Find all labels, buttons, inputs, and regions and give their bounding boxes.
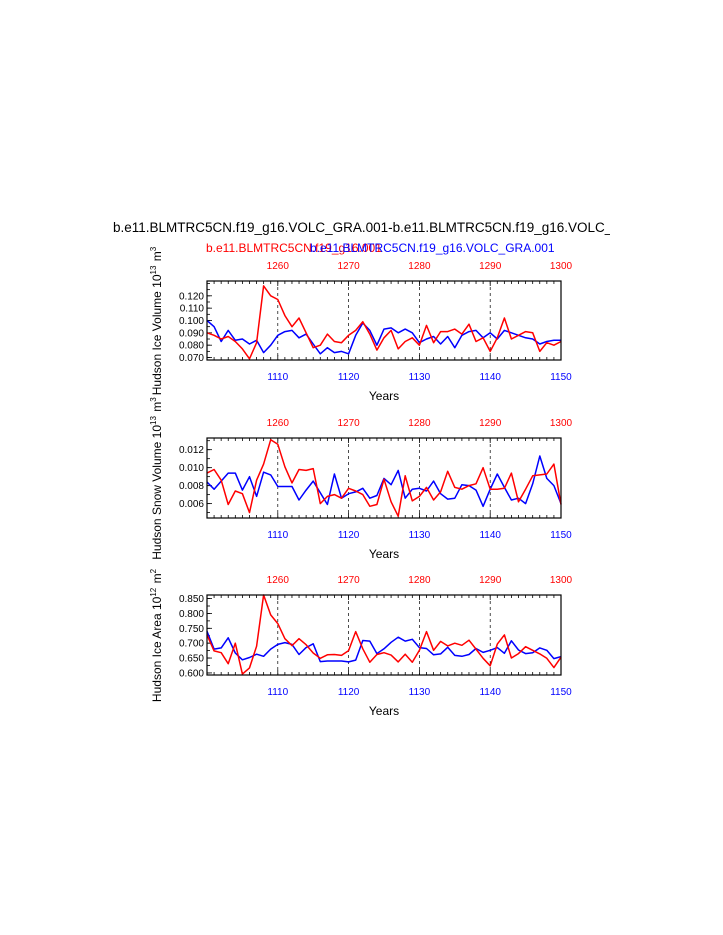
x-tick-label-bottom: 1130 (409, 530, 431, 541)
legend-blue-label: b.e11.BLMTRC5CN.f19_g16.VOLC_GRA.001 (310, 241, 555, 255)
x-tick-label-top: 1270 (337, 261, 360, 272)
y-tick-label: 0.110 (180, 304, 205, 315)
x-tick-label-top: 1280 (408, 575, 431, 586)
x-tick-label-top: 1300 (550, 261, 573, 272)
series-line-red (206, 594, 562, 675)
x-tick-label-top: 1300 (550, 575, 573, 586)
x-tick-label-bottom: 1140 (479, 530, 501, 541)
x-tick-label-top: 1280 (408, 261, 431, 272)
x-tick-label-bottom: 1110 (267, 372, 288, 383)
y-axis-label: Hudson Ice Volume 1013 m3 (149, 246, 164, 395)
y-axis-label: Hudson Snow Volume 1013 m3 (149, 396, 164, 560)
x-tick-label-bottom: 1150 (550, 687, 572, 698)
x-tick-label-bottom: 1110 (267, 530, 288, 541)
y-tick-label: 0.850 (179, 594, 204, 605)
y-tick-label: 0.120 (179, 291, 204, 302)
x-tick-label-top: 1290 (479, 261, 502, 272)
y-tick-label: 0.090 (179, 328, 204, 339)
y-tick-label: 0.600 (179, 668, 204, 679)
y-tick-label: 0.700 (179, 639, 204, 650)
x-tick-label-bottom: 1110 (267, 687, 288, 698)
x-tick-label-top: 1270 (337, 575, 360, 586)
y-tick-label: 0.800 (179, 609, 204, 620)
x-tick-label-bottom: 1130 (409, 687, 431, 698)
y-axis-label: Hudson Ice Area 1012 m2 (149, 568, 164, 702)
x-tick-label-top: 1290 (479, 575, 502, 586)
y-tick-label: 0.650 (179, 654, 204, 665)
series-line-red (206, 439, 562, 517)
x-tick-label-top: 1260 (267, 261, 290, 272)
x-axis-label: Years (369, 704, 399, 718)
series-line-red (206, 285, 562, 360)
main-title: b.e11.BLMTRC5CN.f19_g16.VOLC_GRA.001-b.e… (113, 220, 668, 235)
series-line-blue (206, 455, 562, 508)
y-tick-label: 0.010 (179, 463, 204, 474)
legend-red-label: b.e11.BLMTRC5CN.f19_g16.001 (206, 241, 382, 255)
y-tick-label: 0.012 (179, 445, 204, 456)
x-tick-label-bottom: 1120 (338, 530, 360, 541)
plot-frame (206, 280, 562, 361)
series-line-blue (206, 319, 561, 355)
y-tick-label: 0.070 (179, 353, 204, 364)
x-tick-label-bottom: 1150 (550, 530, 572, 541)
x-tick-label-bottom: 1140 (479, 687, 501, 698)
x-tick-label-top: 1280 (408, 418, 431, 429)
x-tick-label-bottom: 1150 (550, 372, 572, 383)
x-tick-label-top: 1290 (479, 418, 502, 429)
y-tick-label: 0.750 (179, 624, 204, 635)
x-axis-label: Years (369, 389, 399, 403)
x-tick-label-bottom: 1120 (338, 372, 360, 383)
series-line-blue (206, 631, 562, 663)
y-tick-label: 0.006 (179, 499, 204, 510)
x-axis-label: Years (369, 547, 399, 561)
y-tick-label: 0.008 (179, 481, 204, 492)
x-tick-label-bottom: 1120 (338, 687, 360, 698)
y-tick-label: 0.100 (179, 316, 204, 327)
panel-2: 0.006 0.008 0.010 0.012 1110 1120 1130 1140 1150… (149, 396, 573, 561)
panel-3: 0.600 0.650 0.700 0.750 0.800 0.850 1110 1120 11… (149, 568, 573, 718)
x-tick-label-top: 1260 (267, 575, 290, 586)
x-tick-label-bottom: 1140 (479, 372, 501, 383)
x-tick-label-top: 1260 (267, 418, 290, 429)
y-tick-label: 0.080 (179, 341, 204, 352)
x-tick-label-top: 1270 (337, 418, 360, 429)
x-tick-label-bottom: 1130 (409, 372, 431, 383)
plot-frame (206, 594, 562, 676)
plot-frame (206, 437, 562, 519)
x-tick-label-top: 1300 (550, 418, 573, 429)
